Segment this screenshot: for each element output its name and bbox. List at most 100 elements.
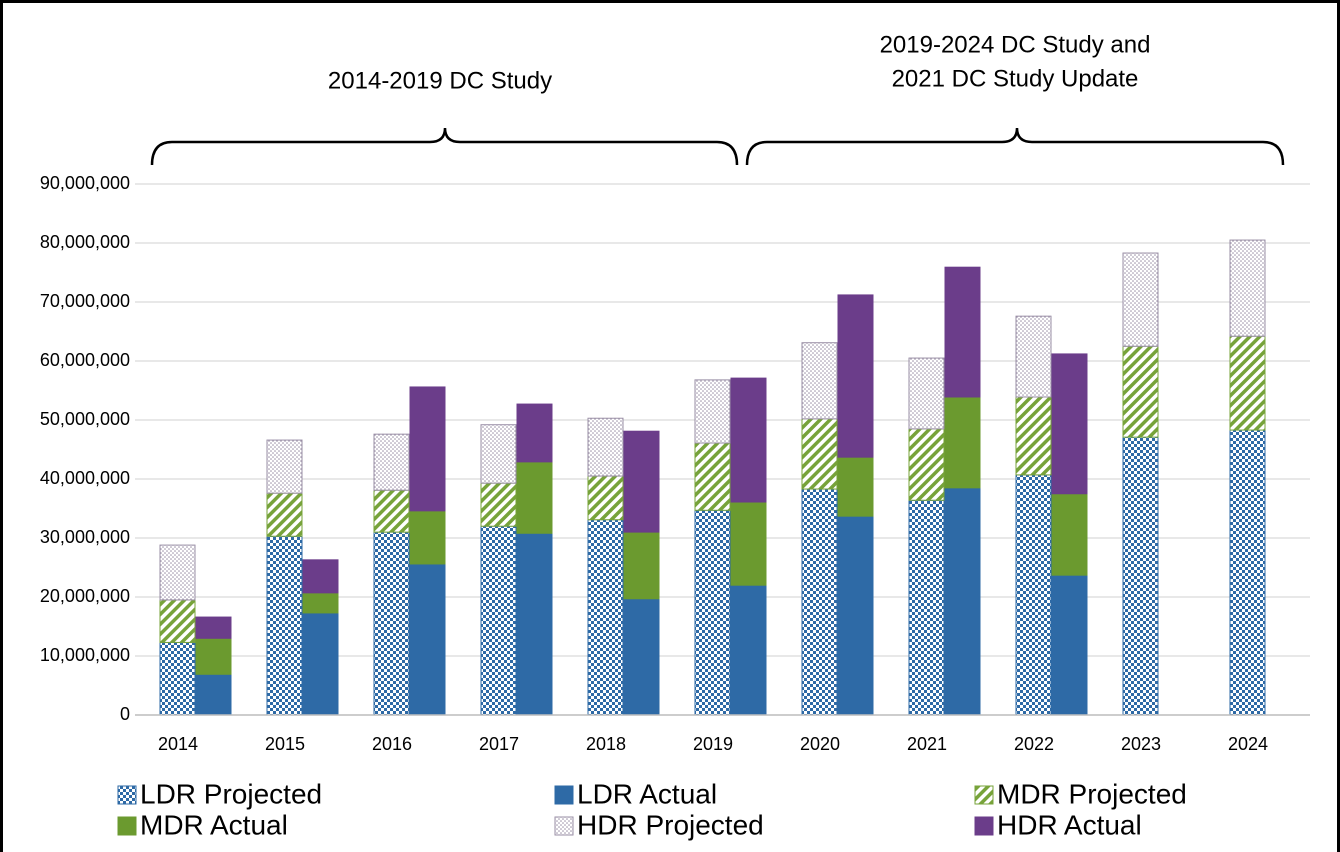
bar-segment xyxy=(373,531,410,716)
bar-segment xyxy=(1051,574,1088,716)
legend: LDR Projected LDR Actual MDR Projected MDR … xyxy=(117,778,1187,840)
y-tick-label: 30,000,000 xyxy=(40,527,130,547)
annotation: 2014-2019 DC Study xyxy=(328,67,552,94)
y-tick-label: 40,000,000 xyxy=(40,468,130,488)
brace xyxy=(150,127,739,166)
legend-swatch xyxy=(554,816,574,836)
bar-segment xyxy=(1229,239,1266,337)
y-tick-label: 20,000,000 xyxy=(40,586,130,606)
bar-segment xyxy=(266,535,303,716)
y-tick-label: 60,000,000 xyxy=(40,350,130,370)
bar-segment xyxy=(837,294,874,458)
legend-label: MDR Actual xyxy=(140,809,288,840)
axes: 0 10,000,000 20,000,000 30,000,000 40,000,00… xyxy=(40,173,1310,754)
bar-segment xyxy=(587,475,624,521)
bar-segment xyxy=(908,499,945,716)
bar-segment xyxy=(730,584,767,716)
bar-segment xyxy=(373,433,410,491)
bar-segment xyxy=(623,531,660,600)
bar-segment xyxy=(623,430,660,533)
bar-segment xyxy=(1229,429,1266,716)
bar-segment xyxy=(195,616,232,639)
x-tick-label: 2014 xyxy=(158,734,198,754)
x-tick-label: 2018 xyxy=(586,734,626,754)
bars xyxy=(159,239,1266,716)
bar-segment xyxy=(587,519,624,716)
legend-label: LDR Actual xyxy=(577,778,717,809)
bar-segment xyxy=(730,377,767,503)
bar-segment xyxy=(302,592,339,614)
bar-segment xyxy=(908,357,945,430)
bar-segment xyxy=(480,424,517,484)
bar-segment xyxy=(730,501,767,586)
bar-segment xyxy=(694,379,731,444)
x-tick-label: 2022 xyxy=(1014,734,1054,754)
y-tick-label: 70,000,000 xyxy=(40,291,130,311)
legend-label: HDR Actual xyxy=(997,809,1142,840)
bar-segment xyxy=(944,266,981,398)
x-tick-label: 2016 xyxy=(372,734,412,754)
bar-segment xyxy=(480,482,517,527)
x-tick-label: 2015 xyxy=(265,734,305,754)
bar-segment xyxy=(195,673,232,716)
bar-segment xyxy=(302,612,339,716)
bar-segment xyxy=(1051,353,1088,495)
bar-segment xyxy=(694,442,731,511)
bar-segment xyxy=(409,386,446,512)
y-tick-label: 10,000,000 xyxy=(40,645,130,665)
y-tick-label: 80,000,000 xyxy=(40,232,130,252)
bar-segment xyxy=(944,396,981,489)
legend-swatch xyxy=(974,816,994,836)
bar-segment xyxy=(801,488,838,716)
bar-segment xyxy=(516,403,553,463)
x-tick-label: 2019 xyxy=(693,734,733,754)
bar-segment xyxy=(1015,315,1052,398)
x-tick-label: 2023 xyxy=(1121,734,1161,754)
bar-segment xyxy=(1015,474,1052,716)
bar-segment xyxy=(837,515,874,716)
bar-segment xyxy=(266,492,303,537)
bar-segment xyxy=(801,418,838,490)
annotation: 2019-2024 DC Study and xyxy=(880,31,1151,58)
bar-segment xyxy=(1229,335,1266,431)
bar-segment xyxy=(908,428,945,501)
bar-segment xyxy=(159,544,196,601)
bar-segment xyxy=(587,417,624,477)
bar-segment xyxy=(159,641,196,716)
bar-segment xyxy=(694,509,731,716)
bar-segment xyxy=(1122,345,1159,438)
bar-segment xyxy=(409,563,446,716)
brace xyxy=(745,127,1285,166)
bar-segment xyxy=(1122,252,1159,347)
bar-segment xyxy=(837,456,874,517)
legend-swatch xyxy=(117,816,137,836)
bar-segment xyxy=(373,489,410,533)
legend-label: HDR Projected xyxy=(577,809,764,840)
bar-segment xyxy=(266,439,303,494)
x-tick-label: 2020 xyxy=(800,734,840,754)
bar-segment xyxy=(1015,396,1052,476)
annotations: 2014-2019 DC Study 2019-2024 DC Study and… xyxy=(328,31,1151,94)
bar-segment xyxy=(159,599,196,643)
bar-segment xyxy=(480,525,517,716)
legend-label: LDR Projected xyxy=(140,778,322,809)
bar-segment xyxy=(944,487,981,716)
y-tick-label: 50,000,000 xyxy=(40,409,130,429)
bar-segment xyxy=(302,559,339,594)
bar-segment xyxy=(516,461,553,534)
legend-label: MDR Projected xyxy=(997,778,1187,809)
bar-segment xyxy=(516,532,553,716)
bar-segment xyxy=(409,510,446,565)
legend-swatch xyxy=(117,785,137,805)
bar-segment xyxy=(623,598,660,716)
x-tick-label: 2021 xyxy=(907,734,947,754)
annotation: 2021 DC Study Update xyxy=(892,65,1139,92)
x-tick-label: 2017 xyxy=(479,734,519,754)
y-tick-label: 90,000,000 xyxy=(40,173,130,193)
bar-segment xyxy=(801,342,838,420)
bar-segment xyxy=(195,637,232,675)
bar-segment xyxy=(1122,436,1159,716)
bar-segment xyxy=(1051,493,1088,576)
legend-swatch xyxy=(974,785,994,805)
